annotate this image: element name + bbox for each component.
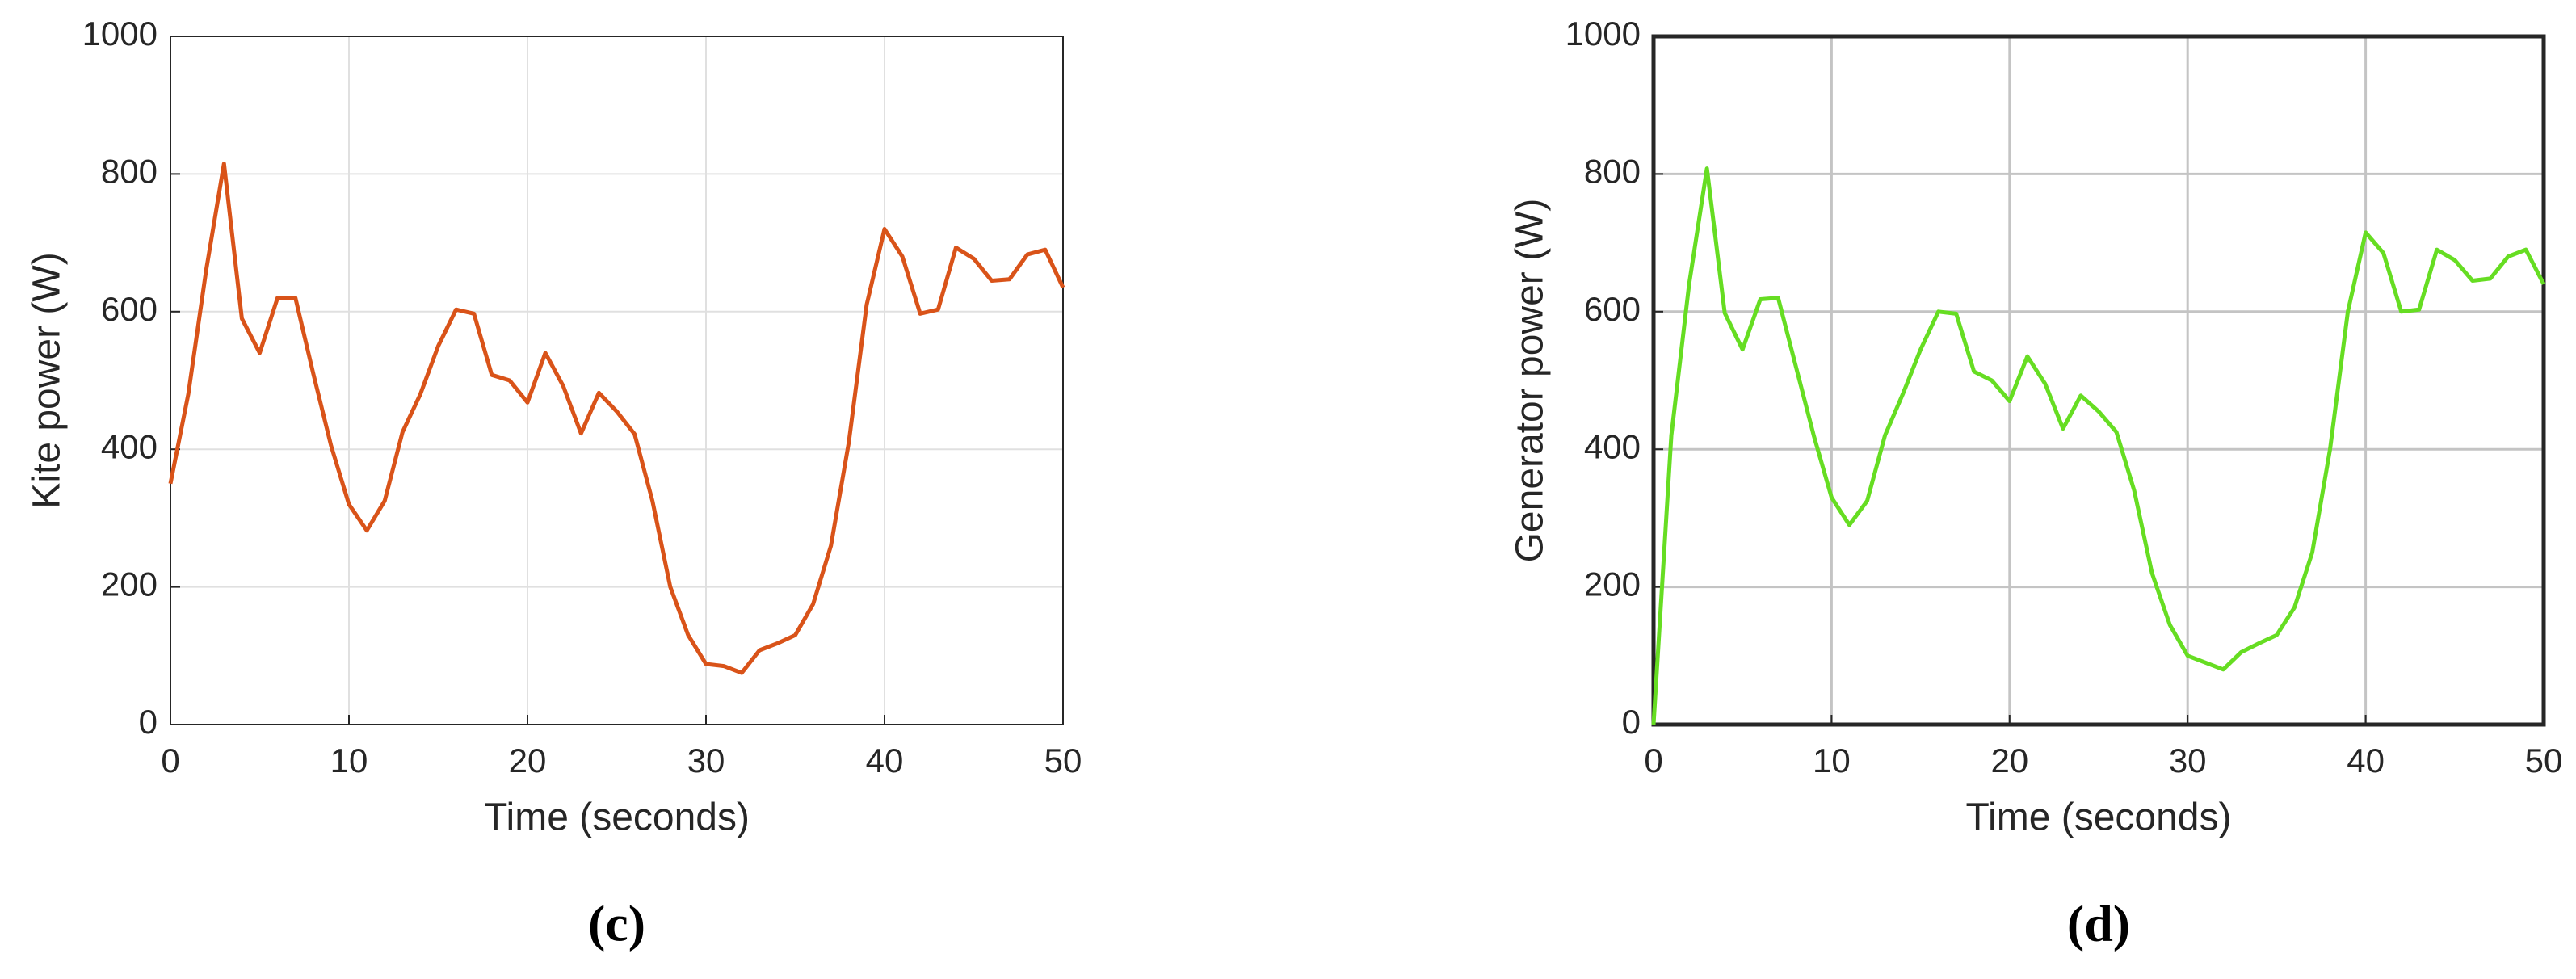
x-tick-label: 0: [161, 742, 179, 779]
x-tick-label: 30: [687, 742, 725, 779]
x-tick-label: 20: [1990, 742, 2028, 779]
y-tick-label: 800: [101, 152, 158, 190]
y-tick-label: 0: [1622, 703, 1641, 741]
y-tick-label: 400: [101, 427, 158, 465]
y-tick-label: 200: [1584, 565, 1641, 603]
caption: (d): [2067, 895, 2130, 952]
plot-frame: [170, 36, 1064, 725]
x-tick-label: 50: [1044, 742, 1082, 779]
y-axis-title: Generator power (W): [1509, 199, 1552, 563]
y-tick-label: 1000: [82, 15, 158, 53]
y-tick-label: 200: [101, 565, 158, 603]
x-tick-label: 50: [2525, 742, 2563, 779]
y-tick-label: 600: [1584, 290, 1641, 328]
x-tick-label: 40: [866, 742, 904, 779]
data-line: [1651, 166, 2546, 725]
x-tick-label: 10: [1813, 742, 1851, 779]
y-tick-label: 400: [1584, 427, 1641, 465]
x-tick-label: 10: [330, 742, 368, 779]
x-tick-label: 20: [509, 742, 547, 779]
y-tick-label: 600: [101, 290, 158, 328]
y-axis-title: Kite power (W): [26, 252, 69, 508]
x-tick-label: 30: [2169, 742, 2207, 779]
x-tick-label: 0: [1644, 742, 1662, 779]
data-line: [168, 162, 1065, 675]
x-axis-title: Time (seconds): [484, 796, 750, 839]
y-tick-label: 800: [1584, 152, 1641, 190]
y-tick-label: 0: [139, 703, 158, 741]
caption: (c): [588, 895, 645, 952]
x-tick-label: 40: [2347, 742, 2385, 779]
x-axis-title: Time (seconds): [1966, 796, 2232, 839]
plot-frame: [1651, 34, 2546, 727]
y-tick-label: 1000: [1565, 15, 1641, 53]
